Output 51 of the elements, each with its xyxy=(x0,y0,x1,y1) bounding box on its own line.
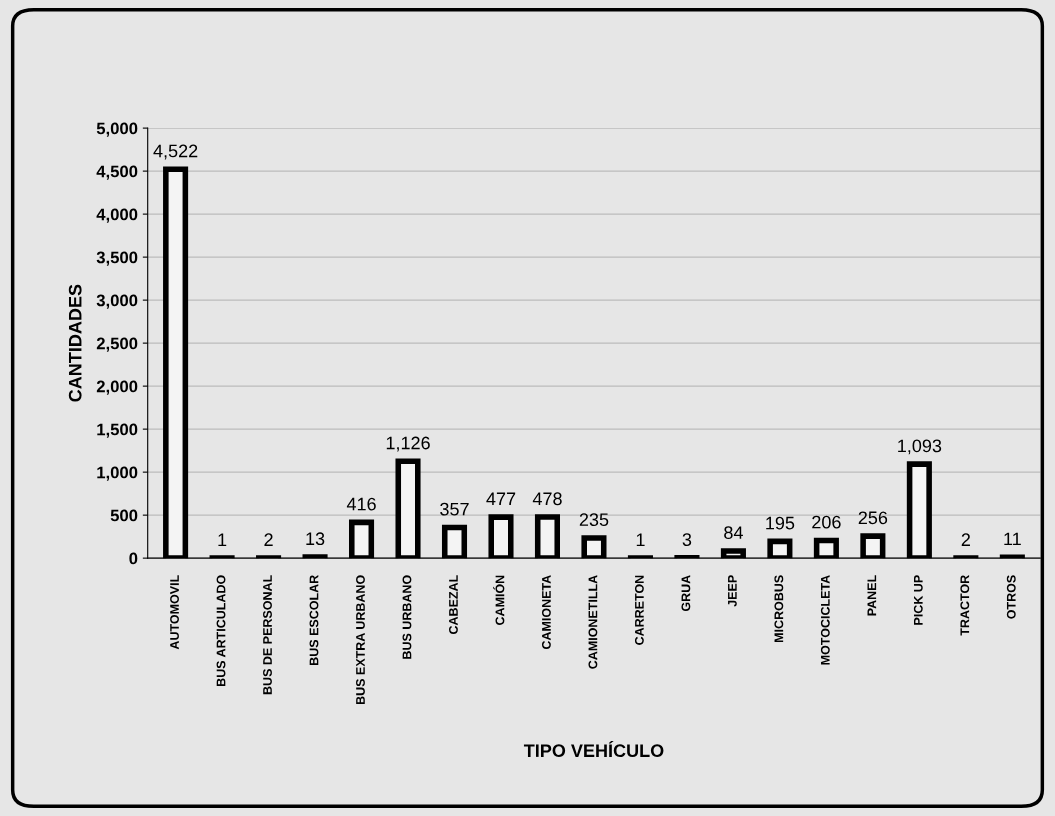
data-label: 1,126 xyxy=(386,436,430,452)
data-label: 1,093 xyxy=(898,439,942,455)
y-tick-label: 5,000 xyxy=(96,122,138,137)
data-label: 416 xyxy=(346,497,376,511)
x-tick-label: BUS EXTRA URBANO xyxy=(356,575,365,705)
y-tick-label: 0 xyxy=(129,552,138,565)
data-label: 84 xyxy=(724,526,743,540)
y-tick-label: 4,500 xyxy=(96,165,138,180)
data-label: 2 xyxy=(961,533,970,546)
x-tick-label: OTROS xyxy=(1006,575,1016,619)
y-tick-label: 3,500 xyxy=(96,251,138,266)
x-tick-label: TRACTOR xyxy=(960,575,970,636)
x-tick-label: CARRETON xyxy=(634,575,644,645)
x-tick-label: CAMIONETILLA xyxy=(588,575,598,669)
data-label: 3 xyxy=(682,533,692,546)
x-tick-label: BUS ARTICULADO xyxy=(216,575,226,686)
y-tick-label: 2,500 xyxy=(96,337,138,352)
x-tick-label: BUS URBANO xyxy=(402,575,412,659)
x-tick-label: MICROBUS xyxy=(774,575,784,643)
x-tick-label: PANEL xyxy=(867,575,877,616)
data-label: 13 xyxy=(306,532,325,546)
data-label: 477 xyxy=(486,492,516,506)
data-label: 1 xyxy=(636,533,645,546)
data-label: 256 xyxy=(858,511,888,525)
y-tick-label: 2,000 xyxy=(96,380,138,395)
x-tick-label: CAMIÓN xyxy=(493,575,505,625)
x-tick-label: BUS ESCOLAR xyxy=(309,575,319,665)
x-tick-label: JEEP xyxy=(728,575,737,607)
x-axis-title: TIPO VEHÍCULO xyxy=(523,740,664,758)
y-tick-label: 1,000 xyxy=(97,466,138,481)
data-label: 478 xyxy=(532,492,562,506)
data-label: 1 xyxy=(218,533,227,546)
data-label: 357 xyxy=(440,502,469,516)
x-tick-label: PICK UP xyxy=(913,575,923,625)
data-label: 195 xyxy=(766,516,795,530)
x-tick-label: BUS DE PERSONAL xyxy=(263,575,272,695)
x-tick-label: CAMIONETA xyxy=(541,575,551,650)
y-tick-label: 1,500 xyxy=(97,423,138,438)
y-tick-label: 500 xyxy=(110,509,138,522)
y-axis-title: CANTIDADES xyxy=(68,284,82,402)
data-label: 235 xyxy=(579,513,609,527)
x-tick-label: MOTOCICLETA xyxy=(820,575,830,665)
data-label: 11 xyxy=(1004,532,1021,546)
x-tick-label: GRUA xyxy=(681,575,691,612)
x-tick-label: AUTOMOVIL xyxy=(170,575,179,650)
data-label: 4,522 xyxy=(153,144,198,160)
data-label: 2 xyxy=(264,533,273,546)
y-tick-label: 3,000 xyxy=(96,294,138,309)
y-tick-label: 4,000 xyxy=(96,208,138,223)
x-tick-label: CABEZAL xyxy=(449,575,458,635)
data-label: 206 xyxy=(812,515,841,529)
